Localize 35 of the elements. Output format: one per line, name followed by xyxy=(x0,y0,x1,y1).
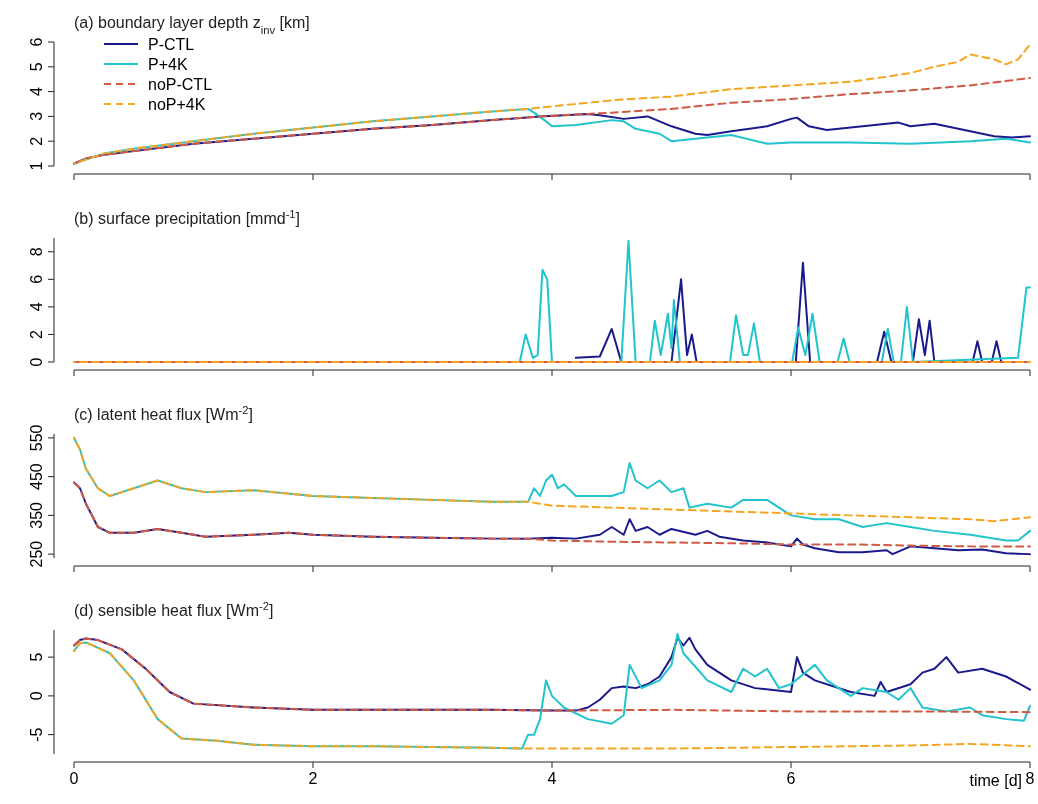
legend-label: P+4K xyxy=(148,56,188,73)
legend-label: noP-CTL xyxy=(148,76,213,93)
x-tick-label: 8 xyxy=(1025,770,1035,787)
line-series xyxy=(73,436,1031,523)
y-tick-label: 6 xyxy=(28,274,45,284)
chart-title: (a) boundary layer depth z$_{inv}$ [km] xyxy=(74,14,310,36)
y-tick-label: 3 xyxy=(28,111,45,121)
y-tick-label: 2 xyxy=(28,329,45,339)
y-tick-label: 450 xyxy=(28,463,45,490)
y-tick-label: 6 xyxy=(28,37,45,47)
chart-title: (c) latent heat flux [Wm$^{-2}$] xyxy=(74,404,253,423)
y-tick-label: 0 xyxy=(28,691,45,701)
y-tick-label: -5 xyxy=(28,727,45,742)
y-tick-label: 5 xyxy=(28,652,45,662)
line-series xyxy=(73,436,1031,542)
y-tick-label: 1 xyxy=(28,161,45,171)
y-tick-label: 4 xyxy=(28,87,45,97)
chart-title: (d) sensible heat flux [Wm$^{-2}$] xyxy=(74,600,274,619)
x-tick-label: 0 xyxy=(69,770,79,787)
chart-title: (b) surface precipitation [mmd$^{-1}$] xyxy=(74,208,301,227)
y-tick-label: 5 xyxy=(28,62,45,72)
y-tick-label: 550 xyxy=(28,424,45,452)
y-tick-label: 8 xyxy=(28,247,45,257)
legend-label: noP+4K xyxy=(148,96,206,113)
x-axis-title: time [d] xyxy=(969,772,1022,789)
legend-label: P-CTL xyxy=(148,36,195,53)
line-series xyxy=(73,76,1031,165)
x-tick-label: 2 xyxy=(308,770,318,787)
y-tick-label: 250 xyxy=(28,540,45,568)
y-tick-label: 2 xyxy=(28,136,45,146)
x-tick-label: 4 xyxy=(547,770,557,787)
y-tick-label: 4 xyxy=(28,302,45,312)
y-tick-label: 350 xyxy=(28,501,45,529)
x-tick-label: 6 xyxy=(786,770,796,787)
y-tick-label: 0 xyxy=(28,357,45,367)
